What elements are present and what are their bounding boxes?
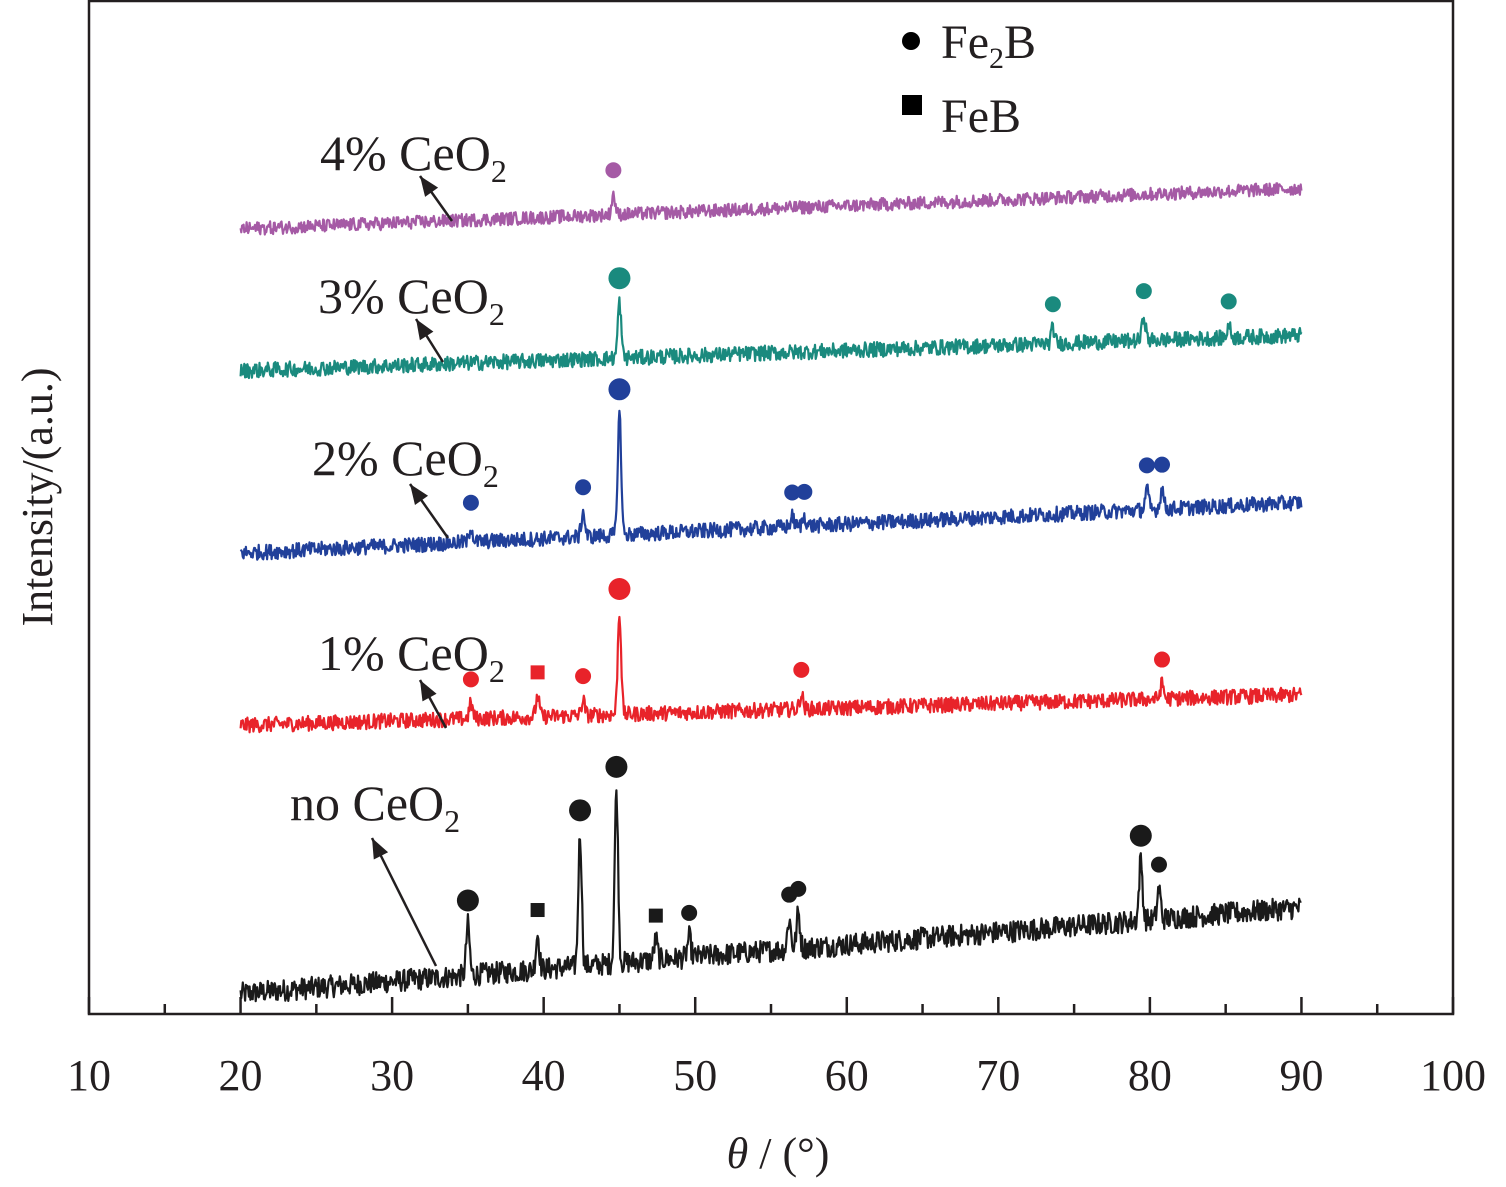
peak-marker-fe2b — [608, 378, 631, 401]
series-line — [239, 615, 1303, 734]
peak-marker-fe2b — [1220, 293, 1237, 310]
series-2 — [239, 378, 1303, 561]
peak-marker-fe2b — [1135, 283, 1152, 300]
series-label-arrow — [370, 837, 438, 967]
peak-marker-fe2b — [1138, 457, 1155, 474]
peak-marker-fe2b — [793, 661, 810, 678]
arrow-head — [420, 176, 439, 197]
legend-marker-square — [902, 95, 922, 115]
arrow-head — [420, 680, 437, 702]
x-tick-label: 90 — [1279, 1051, 1323, 1100]
peak-marker-fe2b — [605, 162, 622, 179]
series-layer — [239, 162, 1303, 1003]
series-line — [239, 789, 1302, 1003]
peak-marker-fe2b — [608, 267, 631, 290]
peak-marker-fe2b — [681, 904, 698, 921]
peak-marker-feb — [530, 665, 545, 680]
peak-marker-feb — [530, 903, 545, 918]
series-label: no CeO2 — [290, 775, 460, 839]
series-line — [239, 409, 1303, 561]
x-tick-label: 50 — [673, 1051, 717, 1100]
x-tick-label: 20 — [219, 1051, 263, 1100]
legend-marker-circle — [902, 32, 920, 50]
peak-marker-fe2b — [569, 799, 592, 822]
series-0 — [239, 755, 1302, 1003]
x-axis-title: θ / (°) — [727, 1129, 830, 1178]
peak-marker-fe2b — [462, 671, 479, 688]
legend: Fe2B FeB — [902, 16, 1036, 143]
peak-marker-fe2b — [784, 484, 801, 501]
series-3 — [239, 267, 1303, 380]
series-line — [239, 182, 1303, 236]
y-axis-title: Intensity/(a.u.) — [13, 367, 62, 626]
peak-marker-fe2b — [1150, 856, 1167, 873]
x-tick-label: 100 — [1420, 1051, 1486, 1100]
peak-marker-fe2b — [605, 755, 628, 778]
series-labels: no CeO2 1% CeO2 2% CeO2 3% CeO2 4% CeO2 — [290, 125, 507, 967]
peak-marker-fe2b — [790, 880, 807, 897]
arrow-head — [416, 319, 434, 341]
series-label: 1% CeO2 — [318, 625, 505, 689]
peak-marker-fe2b — [1129, 824, 1152, 847]
x-tick-label: 40 — [522, 1051, 566, 1100]
legend-label-fe2b: Fe2B — [941, 16, 1036, 75]
series-label: 4% CeO2 — [320, 125, 507, 189]
arrow-head — [372, 838, 389, 860]
peak-marker-fe2b — [1154, 456, 1171, 473]
series-label: 3% CeO2 — [318, 268, 505, 332]
peak-marker-fe2b — [1044, 296, 1061, 313]
x-tick-label: 80 — [1128, 1051, 1172, 1100]
peak-marker-fe2b — [462, 494, 479, 511]
peak-marker-fe2b — [1154, 651, 1171, 668]
x-tick-label: 70 — [976, 1051, 1020, 1100]
peak-marker-fe2b — [608, 577, 631, 600]
x-axis-ticks — [87, 997, 1455, 1014]
peak-marker-fe2b — [456, 889, 479, 912]
peak-marker-fe2b — [575, 668, 592, 685]
x-tick-label: 60 — [825, 1051, 869, 1100]
peak-marker-fe2b — [575, 479, 592, 496]
series-4 — [239, 162, 1303, 236]
legend-label-feb: FeB — [941, 90, 1021, 143]
peak-marker-feb — [648, 908, 663, 923]
series-1 — [239, 577, 1303, 734]
x-tick-label: 10 — [67, 1051, 111, 1100]
peak-marker-fe2b — [796, 483, 813, 500]
series-line — [239, 296, 1303, 380]
series-label: 2% CeO2 — [312, 430, 499, 494]
arrow-head — [410, 484, 429, 505]
x-axis-tick-labels: 10 20 30 40 50 60 70 80 90 100 — [67, 1051, 1486, 1100]
x-tick-label: 30 — [370, 1051, 414, 1100]
